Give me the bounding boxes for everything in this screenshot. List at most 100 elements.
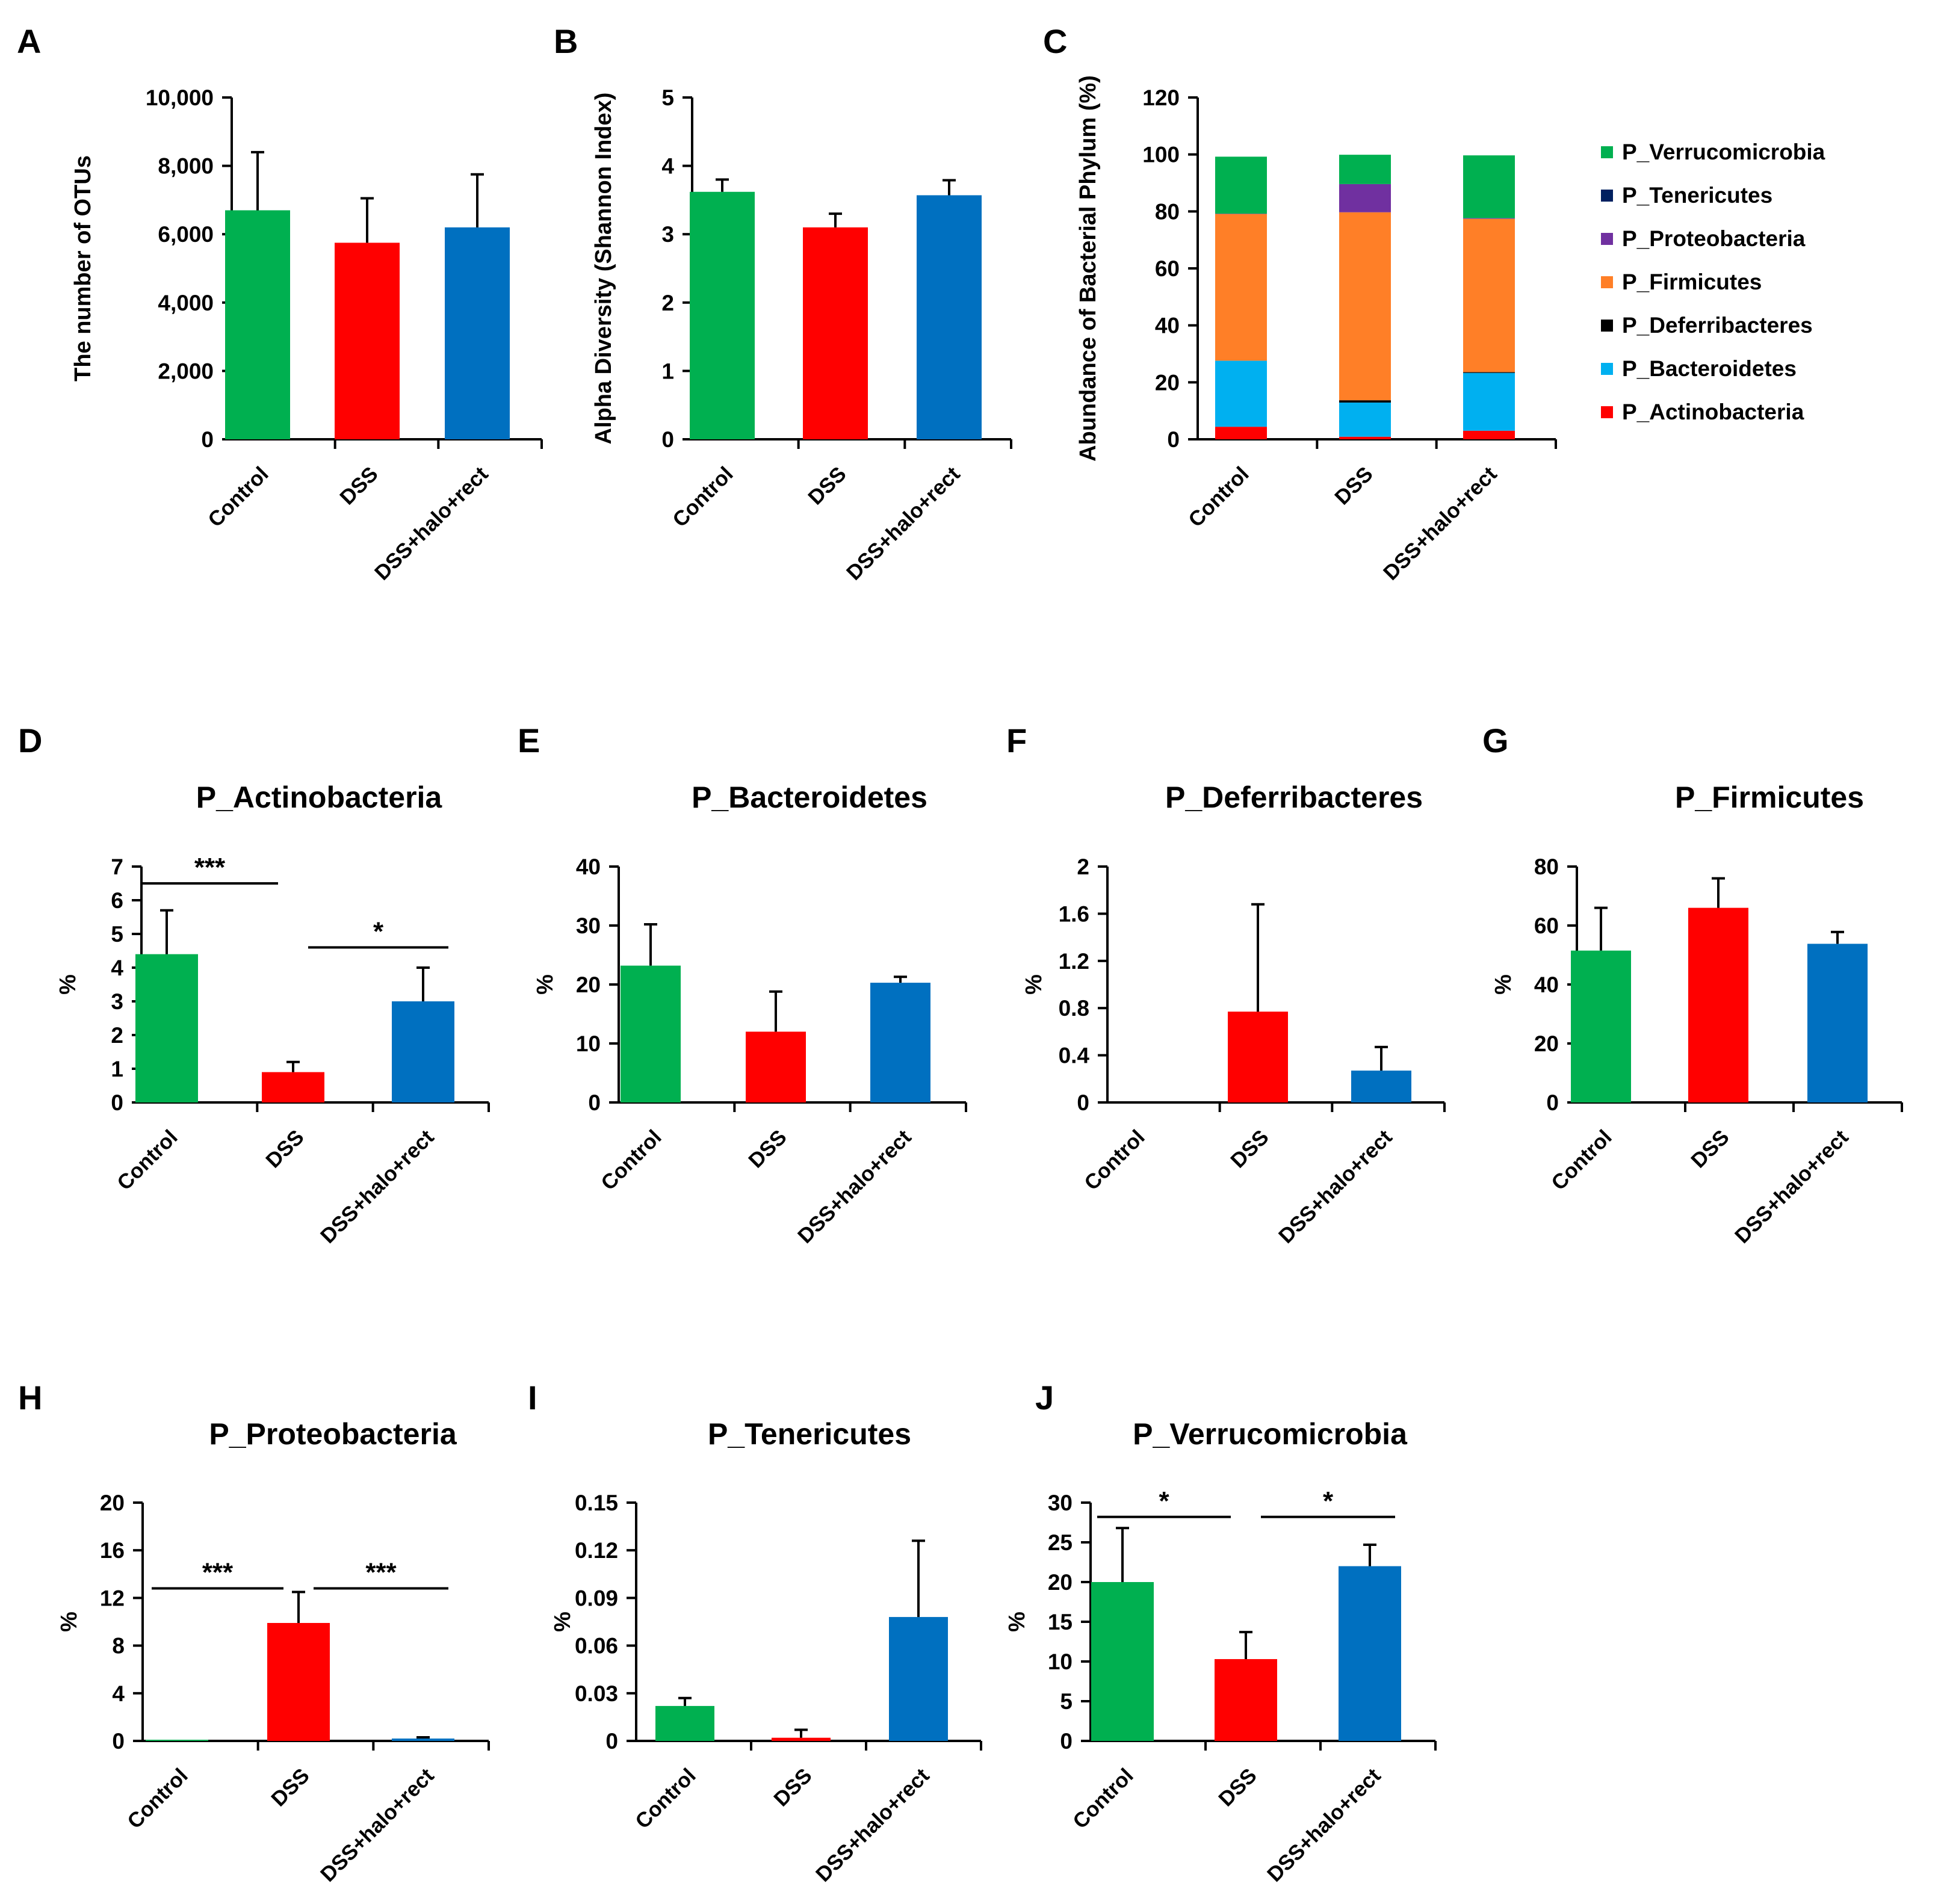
y-tick-label: 4 [112, 1681, 125, 1706]
y-tick-label: 2 [661, 291, 674, 315]
panel-title: P_Proteobacteria [209, 1417, 457, 1451]
legend: P_Verrucomicrobia P_Tenericutes P_Proteoba… [1601, 140, 1825, 424]
segment-p-verrucomicrobia [1215, 156, 1267, 214]
y-tick-label: 2 [111, 1023, 123, 1048]
y-tick-label: 1.2 [1059, 949, 1089, 974]
y-tick-label: 30 [1048, 1491, 1073, 1515]
x-category-label: Control [113, 1125, 182, 1195]
x-category-label: DSS [261, 1125, 308, 1172]
bar-dss-halo-rect [870, 983, 930, 1102]
legend-swatch [1601, 146, 1613, 158]
bar-dss [746, 1031, 806, 1102]
y-axis-title: Abundance of Bacterial Phylum (%) [1076, 75, 1101, 462]
segment-p-proteobacteria [1339, 184, 1391, 212]
y-tick-label: 1.6 [1059, 901, 1089, 926]
legend-swatch [1601, 190, 1613, 202]
y-tick-label: 0 [201, 427, 214, 452]
x-category-label: DSS+halo+rect [370, 462, 493, 585]
y-tick-label: 6,000 [158, 222, 214, 247]
x-category-label: DSS+halo+rect [1274, 1125, 1397, 1248]
x-category-label: DSS+halo+rect [1730, 1125, 1853, 1248]
bar-control [146, 1740, 208, 1741]
y-tick-label: 4 [661, 154, 674, 179]
bar-dss [1215, 1659, 1277, 1741]
y-tick-label: 0 [111, 1090, 123, 1115]
y-tick-label: 60 [1534, 913, 1559, 938]
legend-swatch [1601, 233, 1613, 245]
y-tick-label: 120 [1142, 85, 1180, 110]
panel-f: F P_Deferribacteres 0 0.4 0.8 1.2 1.6 2% Control… [1006, 722, 1446, 1248]
y-tick-label: 2 [1077, 855, 1089, 879]
y-tick-label: 40 [1534, 972, 1559, 997]
x-category-label: DSS [1214, 1764, 1261, 1811]
bar-dss [267, 1622, 330, 1741]
bar-dss [262, 1072, 324, 1102]
x-category-label: DSS+halo+rect [842, 462, 965, 585]
legend-swatch [1601, 320, 1613, 332]
x-category-label: Control [203, 462, 273, 532]
segment-p-actinobacteria [1215, 427, 1267, 439]
bar-dss-halo-rect [889, 1617, 948, 1741]
bar-dss-halo-rect [392, 1739, 454, 1741]
panel-d: D P_Actinobacteria 0 1 2 3 4 5 6 7% Control DSS DSS+… [18, 722, 490, 1248]
y-tick-label: 0.03 [575, 1681, 618, 1706]
segment-p-deferribacteres [1339, 400, 1391, 403]
y-axis-title: % [1491, 974, 1516, 995]
significance-label: * [1159, 1486, 1169, 1516]
y-tick-label: 20 [576, 972, 601, 997]
significance-label: *** [365, 1558, 397, 1587]
x-category-label: DSS [1226, 1125, 1273, 1172]
x-category-label: DSS [744, 1125, 791, 1172]
legend-swatch [1601, 363, 1613, 375]
bar-control [1091, 1582, 1154, 1741]
panel-title: P_Actinobacteria [196, 780, 443, 814]
x-category-label: DSS [267, 1764, 314, 1811]
y-tick-label: 0 [661, 427, 674, 452]
y-axis-title: The number of OTUs [70, 155, 96, 382]
y-tick-label: 0.8 [1059, 996, 1089, 1021]
y-tick-label: 0 [1077, 1090, 1089, 1115]
y-tick-label: 3 [661, 222, 674, 247]
bar-dss-halo-rect [445, 227, 510, 439]
y-tick-label: 0 [605, 1729, 618, 1754]
bar-dss-halo-rect [917, 195, 982, 439]
significance-label: * [373, 916, 384, 946]
panel-a: A 0 2,000 4,000 6,000 8,000 10,000 The number o… [17, 22, 543, 585]
y-tick-label: 20 [1534, 1031, 1559, 1056]
panel-letter: F [1006, 722, 1027, 759]
x-category-label: DSS+halo+rect [316, 1125, 439, 1248]
bar-control [690, 191, 755, 439]
y-axis-title: % [1021, 974, 1047, 995]
y-tick-label: 5 [661, 85, 674, 110]
y-tick-label: 20 [100, 1491, 125, 1515]
y-tick-label: 5 [1060, 1689, 1073, 1714]
panel-b: B 0 1 2 3 4 5 Alpha Diversity (Shannon Index) Co… [554, 22, 1012, 585]
bar-control [135, 954, 198, 1102]
panel-title: P_Bacteroidetes [692, 780, 927, 814]
x-category-label: DSS [803, 462, 850, 509]
y-tick-label: 7 [111, 855, 123, 879]
segment-p-actinobacteria [1463, 430, 1515, 439]
y-axis-title: % [533, 974, 558, 995]
y-tick-label: 80 [1155, 199, 1180, 224]
segment-p-firmicutes [1339, 212, 1391, 401]
significance-label: *** [202, 1558, 234, 1587]
legend-label: P_Deferribacteres [1622, 313, 1813, 338]
segment-p-bacteroidetes [1463, 372, 1515, 431]
y-axis-title: % [1005, 1612, 1030, 1632]
segment-p-actinobacteria [1339, 436, 1391, 439]
x-category-label: DSS+halo+rect [811, 1764, 934, 1887]
panel-title: P_Deferribacteres [1165, 780, 1423, 814]
x-category-label: Control [1080, 1125, 1150, 1195]
y-tick-label: 10,000 [146, 85, 214, 110]
bar-dss-halo-rect [1807, 944, 1868, 1102]
bar-dss-halo-rect [1339, 1566, 1401, 1741]
y-tick-label: 10 [576, 1031, 601, 1056]
x-category-label: DSS [1330, 462, 1377, 509]
panel-letter: B [554, 22, 578, 60]
y-tick-label: 0.12 [575, 1538, 618, 1563]
legend-label: P_Verrucomicrobia [1622, 140, 1825, 164]
panel-letter: C [1043, 22, 1067, 60]
bar-dss [1228, 1012, 1288, 1102]
